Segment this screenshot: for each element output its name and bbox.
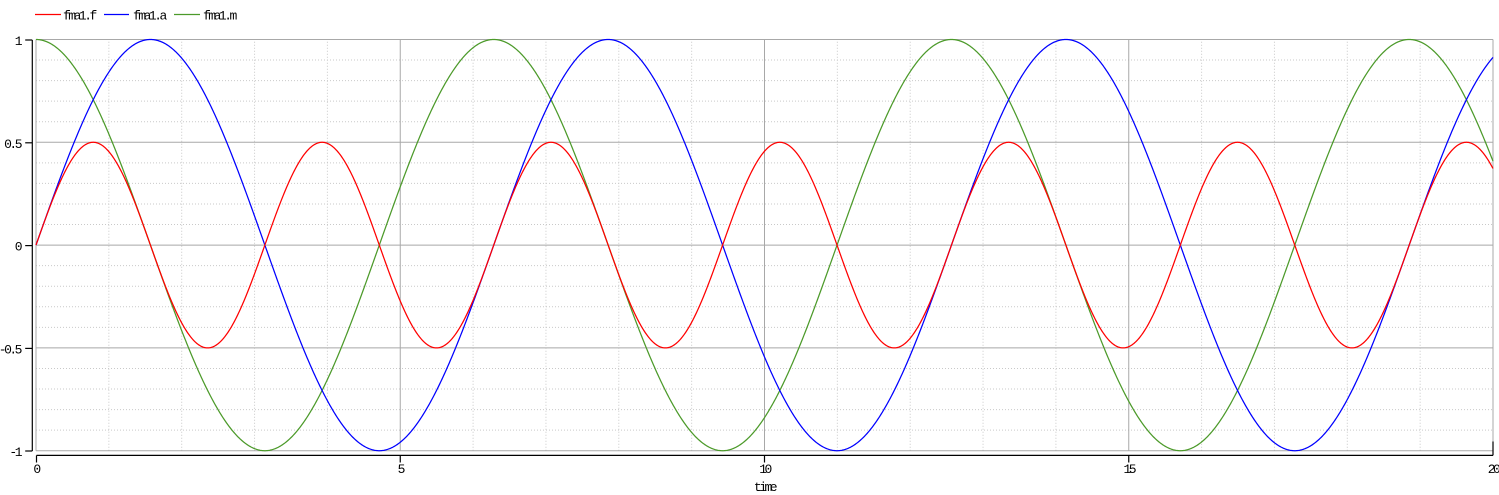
svg-text:20: 20	[1488, 462, 1499, 477]
svg-text:-0.5: -0.5	[0, 342, 22, 357]
svg-text:fma1.f: fma1.f	[63, 9, 97, 24]
svg-text:fma1.a: fma1.a	[133, 9, 168, 24]
svg-text:15: 15	[1123, 462, 1135, 477]
svg-text:time: time	[754, 480, 777, 495]
svg-text:0.5: 0.5	[4, 137, 22, 152]
svg-text:10: 10	[759, 462, 771, 477]
svg-text:fma1.m: fma1.m	[203, 9, 238, 24]
